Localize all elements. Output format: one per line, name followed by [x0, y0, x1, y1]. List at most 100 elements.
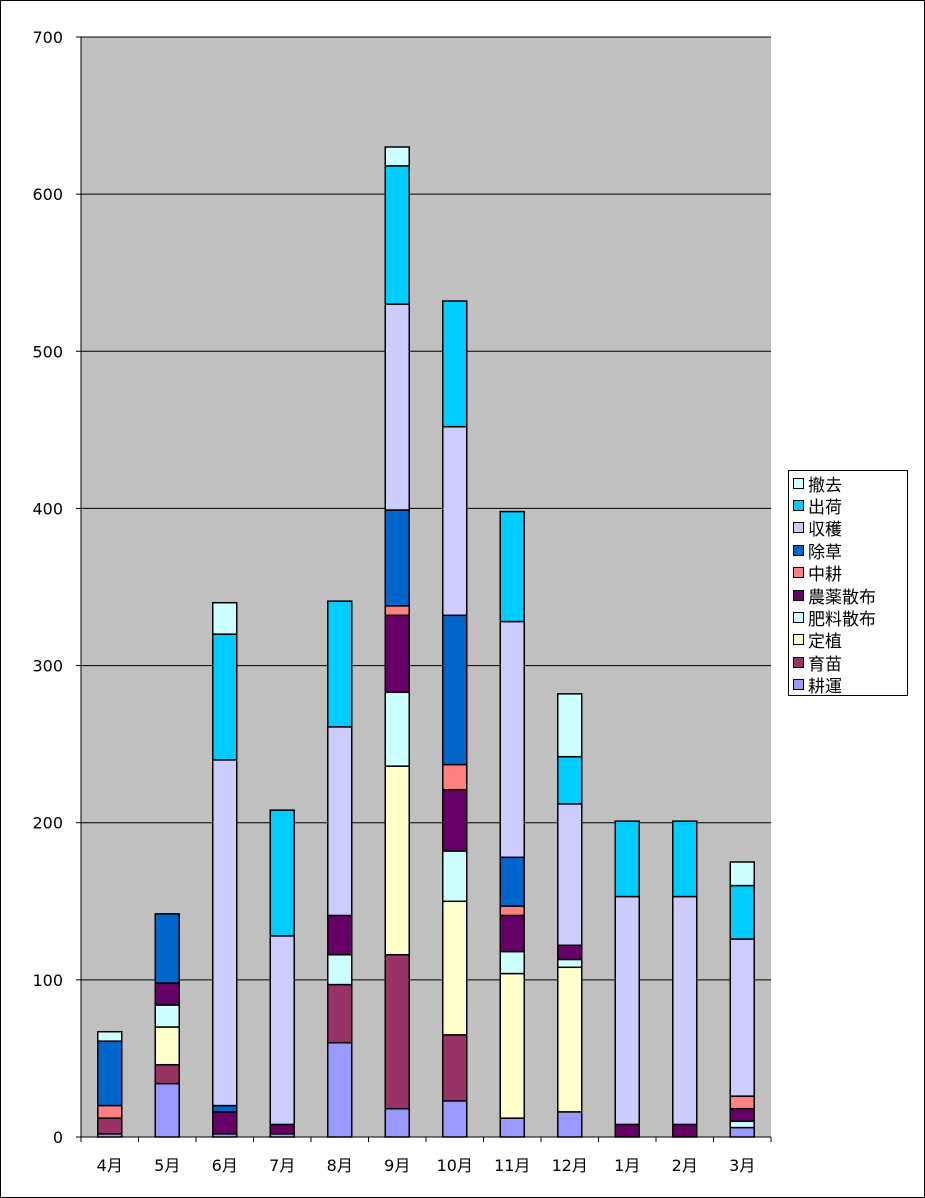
bar-segment [729, 1120, 755, 1129]
bar-segment [154, 1082, 180, 1138]
bar-segment [154, 1026, 180, 1066]
y-tick-label: 0 [53, 1128, 63, 1147]
bar-segment [212, 633, 238, 761]
x-tick-label: 12月 [552, 1156, 588, 1175]
legend-label: 除草 [808, 542, 842, 563]
legend-item: 出荷 [789, 494, 842, 518]
bar-segment [557, 1111, 583, 1138]
legend-label: 出荷 [808, 497, 842, 518]
bar-segment [499, 950, 525, 975]
bar-segment [499, 620, 525, 859]
legend-item: 中耕 [789, 562, 842, 585]
bar-segment [384, 303, 410, 511]
bar-segment [384, 614, 410, 694]
legend-swatch [793, 679, 804, 691]
legend-swatch [793, 567, 804, 579]
bar-segment [499, 972, 525, 1119]
bar-segment [327, 726, 353, 917]
bar-segment [384, 165, 410, 305]
bar-segment [442, 900, 468, 1036]
x-tick-label: 7月 [269, 1156, 295, 1175]
bar-segment [442, 850, 468, 903]
bar-segment [557, 755, 583, 805]
legend-swatch [793, 499, 804, 511]
bar-segment [614, 1123, 640, 1138]
bar-segment [212, 1111, 238, 1135]
y-tick-label: 400 [32, 499, 63, 518]
x-tick-label: 3月 [729, 1156, 755, 1175]
bar-segment [269, 935, 295, 1126]
bar-segment [384, 509, 410, 607]
bar-segment [499, 914, 525, 953]
legend-swatch [793, 477, 804, 489]
legend-label: 耕運 [808, 677, 842, 698]
legend-item: 農薬散布 [789, 584, 876, 608]
legend-swatch [793, 522, 804, 534]
bar-segment [97, 1104, 123, 1119]
bar-segment [499, 905, 525, 917]
legend-item: 撤去 [789, 472, 842, 496]
bar-segment [557, 966, 583, 1113]
bar-segment [672, 1123, 698, 1138]
y-tick-label: 500 [32, 342, 63, 361]
legend-swatch [793, 656, 804, 668]
bar-segment [729, 1126, 755, 1138]
x-tick-label: 6月 [212, 1156, 238, 1175]
x-tick-label: 4月 [97, 1156, 123, 1175]
bar-segment [97, 1040, 123, 1107]
bar-segment [614, 895, 640, 1126]
legend-item: 肥料散布 [789, 606, 876, 630]
x-tick-label: 2月 [672, 1156, 698, 1175]
bar-segment [442, 425, 468, 617]
legend-label: 育苗 [808, 654, 842, 675]
x-tick-label: 1月 [614, 1156, 640, 1175]
legend-item: 除草 [789, 539, 842, 563]
bar-segment [557, 958, 583, 969]
legend-item: 耕運 [789, 674, 842, 698]
bar-segment [729, 884, 755, 940]
bar-segment [154, 913, 180, 984]
bar-segment [154, 1063, 180, 1085]
legend-item: 収穫 [789, 517, 842, 540]
bar-segment [212, 601, 238, 635]
bar-segment [442, 788, 468, 852]
legend-label: 肥料散布 [808, 609, 876, 630]
bar-segment [327, 953, 353, 986]
bar-segment [384, 691, 410, 767]
bar-segment [327, 600, 353, 728]
bar-segment [499, 510, 525, 623]
y-tick-label: 100 [32, 971, 63, 990]
bar-segment [557, 944, 583, 961]
bar-segment [442, 1100, 468, 1138]
bars [97, 146, 755, 1138]
bar-segment [384, 1107, 410, 1138]
bar-segment [154, 982, 180, 1006]
y-tick-label: 200 [32, 814, 63, 833]
bar-segment [327, 914, 353, 956]
legend-swatch [793, 544, 804, 556]
x-tick-label: 9月 [384, 1156, 410, 1175]
bar-segment [269, 1123, 295, 1135]
bar-segment [672, 895, 698, 1126]
x-tick-label: 10月 [437, 1156, 473, 1175]
bar-segment [442, 614, 468, 766]
x-tick-label: 8月 [327, 1156, 353, 1175]
bar-segment [557, 803, 583, 947]
legend-label: 農薬散布 [808, 587, 876, 608]
bar-segment [729, 938, 755, 1097]
axes: 0 100 200 300 400 500 600 700 4月 5月 6月 7月 8月 9月 10月 11月… [32, 28, 772, 1175]
bar-segment [384, 953, 410, 1110]
legend-item: 定植 [789, 629, 842, 652]
bar-segment [327, 1041, 353, 1138]
bar-segment [154, 1004, 180, 1028]
bar-segment [327, 983, 353, 1044]
x-tick-label: 11月 [494, 1156, 530, 1175]
bar-segment [269, 809, 295, 937]
bar-segment [672, 820, 698, 898]
bar-segment [729, 1107, 755, 1123]
legend-swatch [793, 611, 804, 623]
bar-segment [97, 1030, 123, 1042]
bar-segment [384, 146, 410, 167]
bar-segment [442, 300, 468, 428]
